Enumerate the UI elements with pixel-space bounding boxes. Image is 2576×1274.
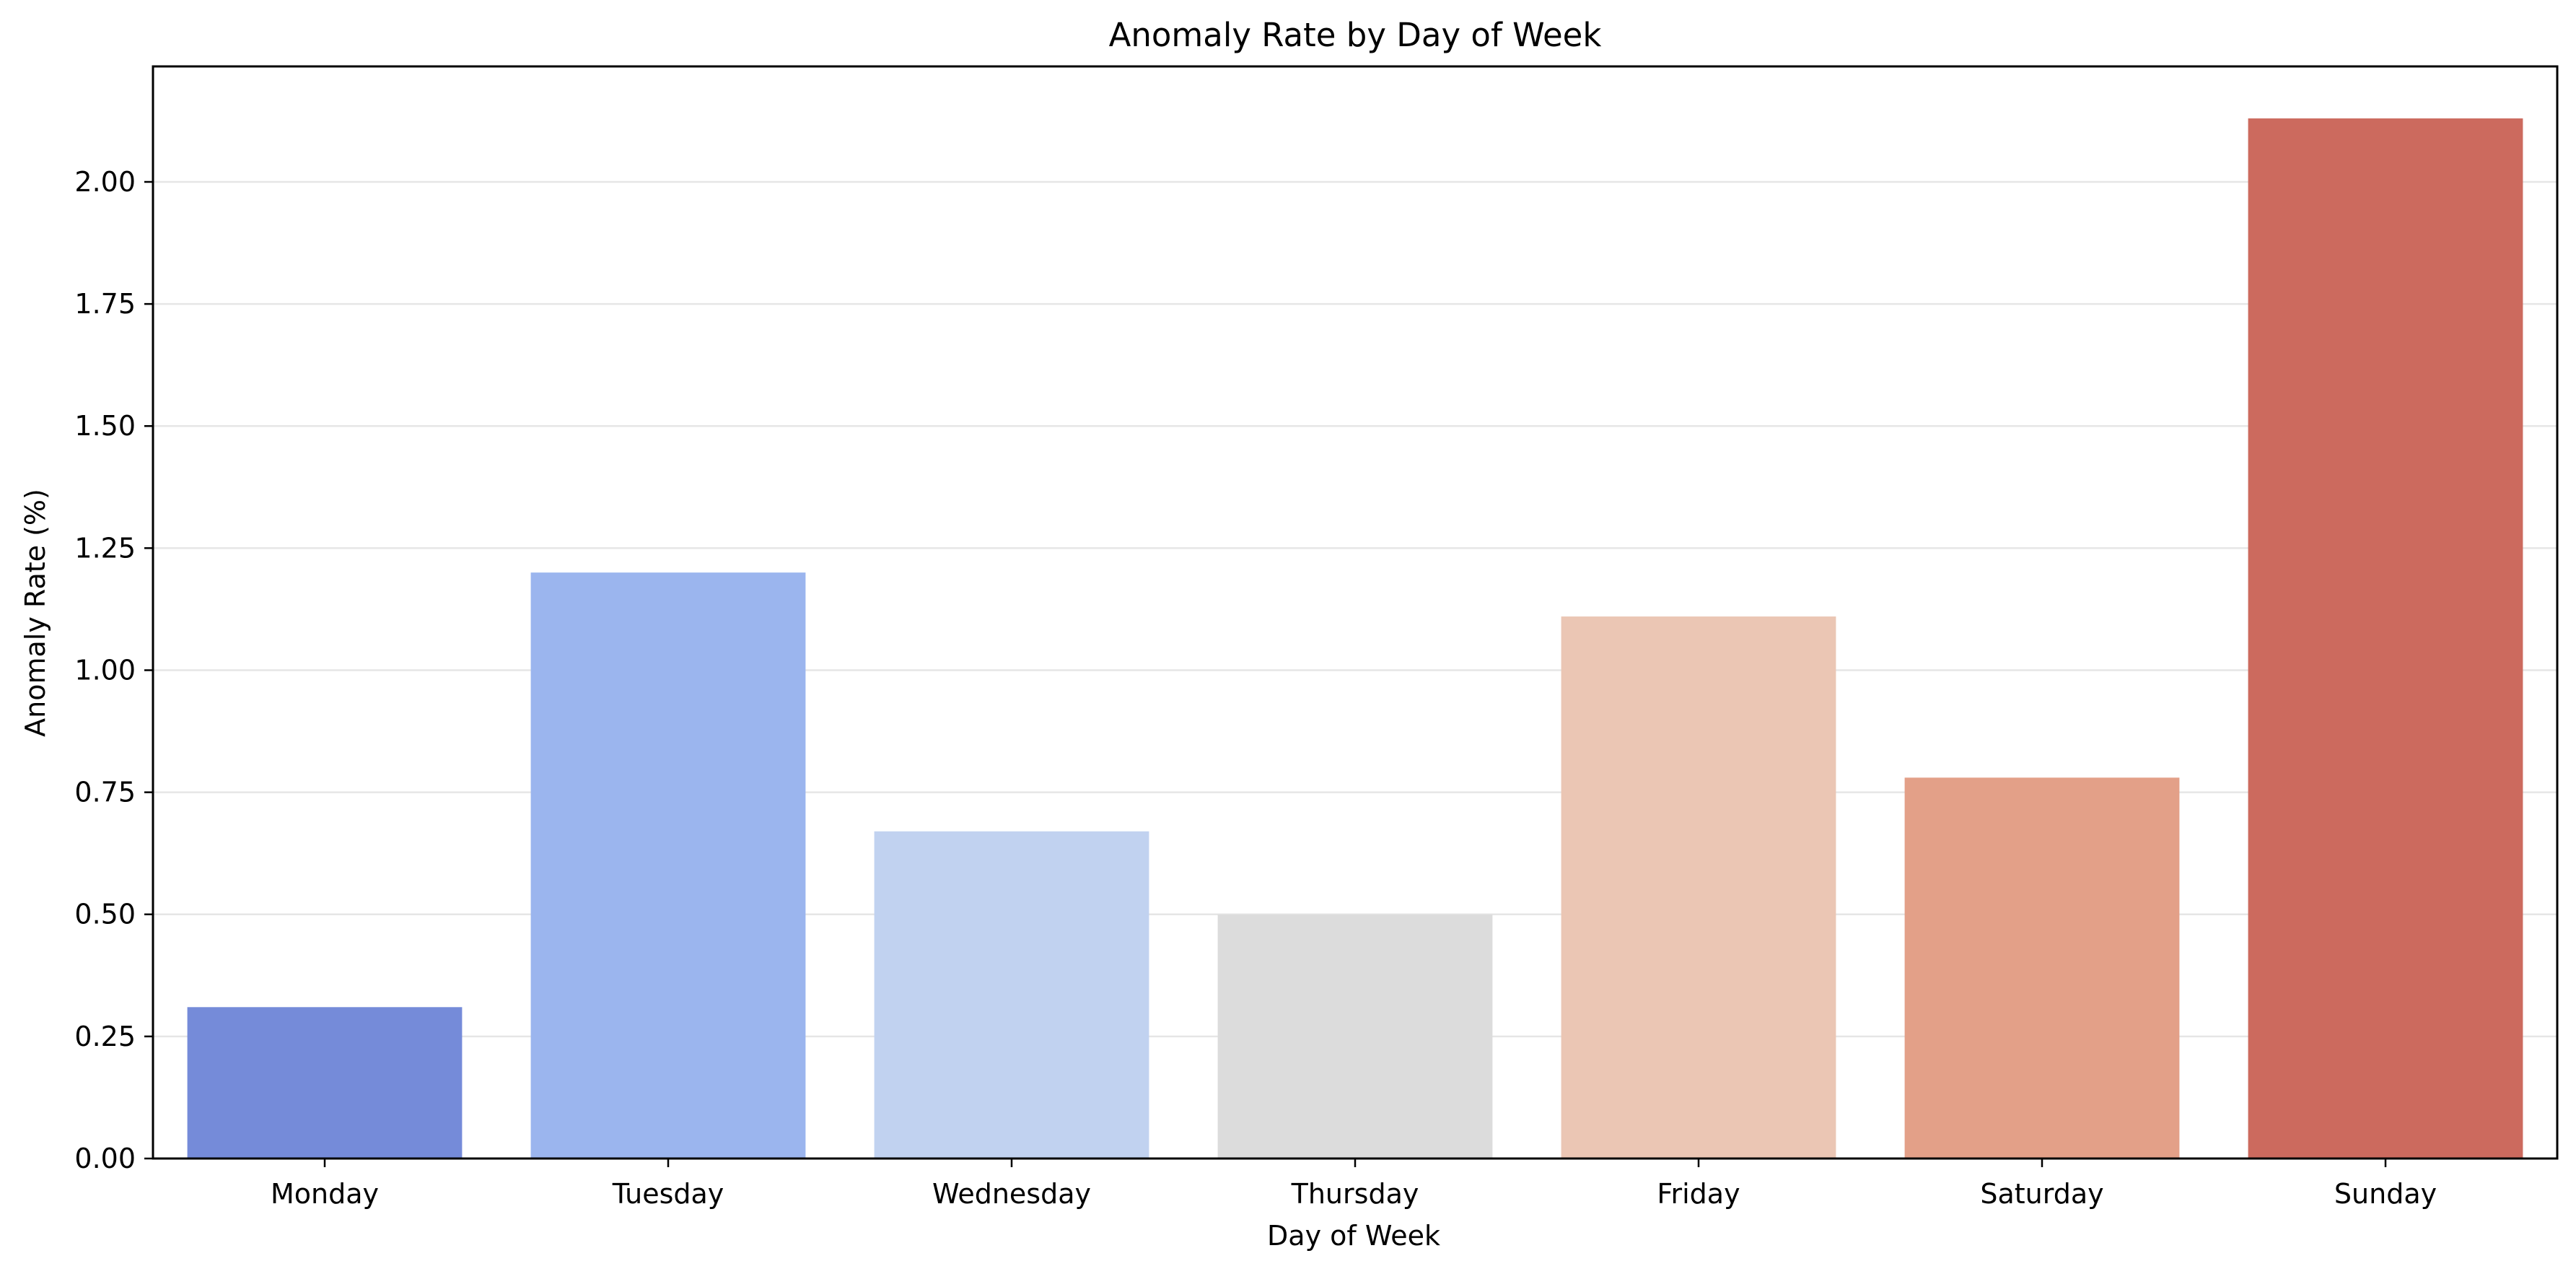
bar-tuesday bbox=[530, 572, 806, 1159]
x-tick-label: Wednesday bbox=[932, 1178, 1091, 1210]
y-tick-label: 0.75 bbox=[74, 777, 136, 808]
y-axis-label: Anomaly Rate (%) bbox=[19, 489, 51, 737]
x-axis-label: Day of Week bbox=[1267, 1220, 1440, 1252]
y-tick-label: 1.50 bbox=[74, 410, 136, 442]
x-tick-label: Saturday bbox=[1980, 1178, 2103, 1210]
bar-wednesday bbox=[874, 831, 1149, 1159]
y-tick-label: 0.50 bbox=[74, 899, 136, 930]
y-tick-label: 1.00 bbox=[74, 654, 136, 686]
x-tick-label: Thursday bbox=[1291, 1178, 1419, 1210]
bar-friday bbox=[1561, 616, 1836, 1159]
bar-layer bbox=[187, 118, 2523, 1159]
x-axis-ticks: Monday Tuesday Wednesday Thursday Friday Satu… bbox=[271, 1159, 2437, 1210]
x-tick-label: Friday bbox=[1657, 1178, 1740, 1210]
y-tick-label: 1.75 bbox=[74, 288, 136, 320]
chart-title: Anomaly Rate by Day of Week bbox=[1109, 16, 1602, 54]
x-tick-label: Sunday bbox=[2334, 1178, 2437, 1210]
bar-thursday bbox=[1217, 914, 1493, 1159]
bar-monday bbox=[187, 1007, 463, 1159]
bar-sunday bbox=[2248, 118, 2523, 1159]
x-tick-label: Tuesday bbox=[612, 1178, 724, 1210]
y-tick-label: 0.00 bbox=[74, 1143, 136, 1174]
y-tick-label: 2.00 bbox=[74, 166, 136, 198]
x-tick-label: Monday bbox=[271, 1178, 379, 1210]
grid-layer bbox=[153, 180, 2557, 1038]
y-axis-ticks: 0.00 0.25 0.50 0.75 1.00 1.25 1.50 1.75 2.00 bbox=[74, 166, 153, 1174]
y-tick-label: 0.25 bbox=[74, 1021, 136, 1052]
bar-saturday bbox=[1904, 777, 2180, 1159]
y-tick-label: 1.25 bbox=[74, 532, 136, 564]
